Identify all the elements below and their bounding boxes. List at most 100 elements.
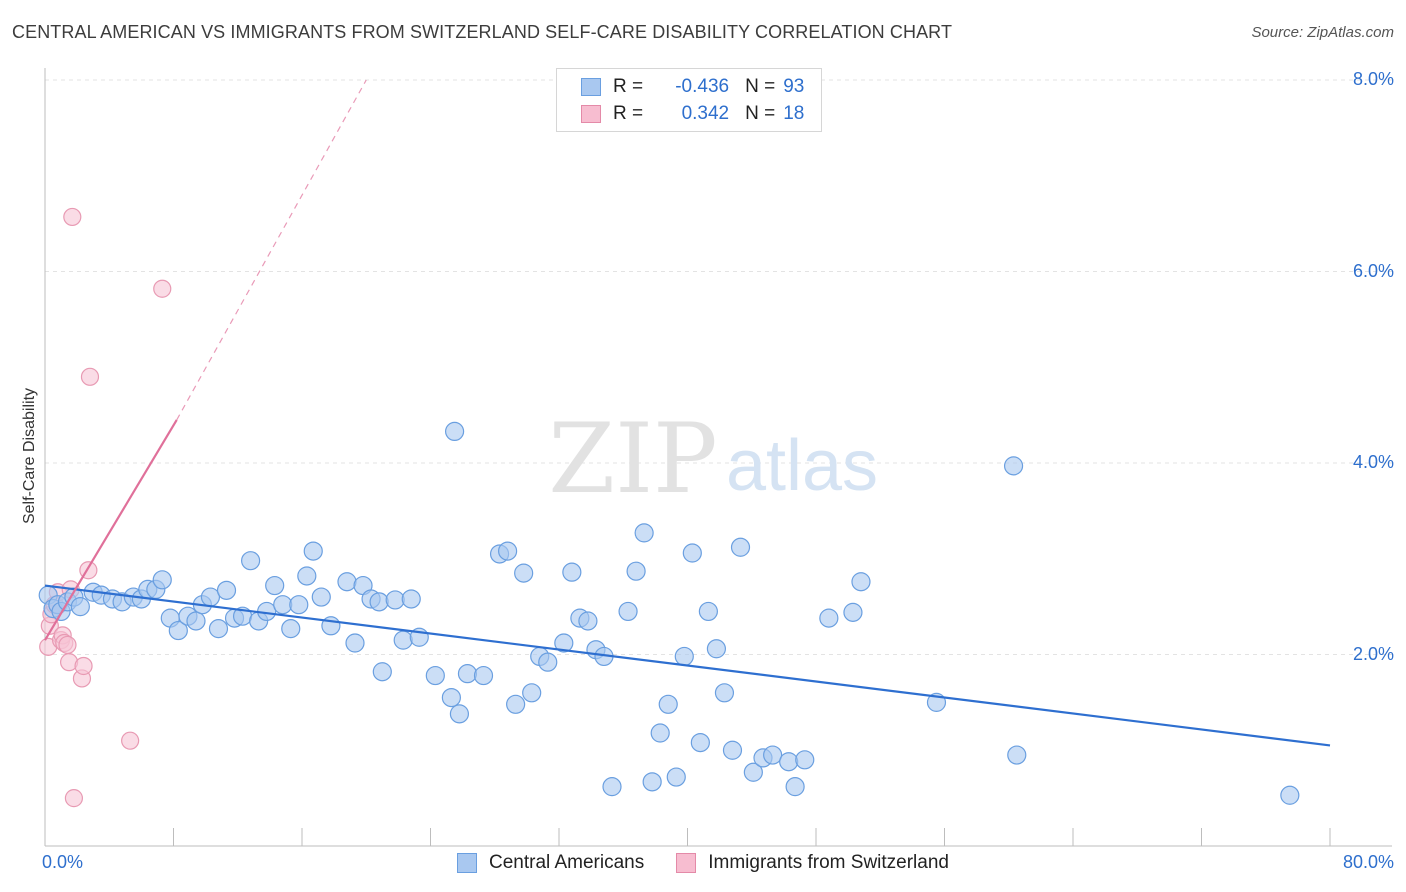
data-point-central-americans <box>186 611 206 631</box>
legend-n-value: 18 <box>783 103 805 124</box>
watermark: ZIP atlas <box>548 403 878 515</box>
legend-r-value: -0.436 <box>675 76 730 97</box>
data-point-central-americans <box>425 665 445 686</box>
data-point-central-americans <box>666 767 686 787</box>
data-point-central-americans <box>843 602 863 622</box>
data-point-central-americans <box>562 562 582 582</box>
data-point-central-americans <box>449 704 470 724</box>
legend-label: Immigrants from Switzerland <box>708 852 949 873</box>
correlation-legend: R = -0.436 N = 93 R = 0.342 N = 18 <box>556 68 822 132</box>
data-point-central-americans <box>650 723 670 743</box>
data-point-central-americans <box>819 608 839 628</box>
data-point-central-americans <box>152 570 172 590</box>
data-point-switzerland <box>153 279 172 298</box>
data-point-switzerland <box>63 207 82 227</box>
data-point-central-americans <box>216 580 237 600</box>
trendline-switzerland-extension <box>176 79 367 421</box>
data-point-central-americans <box>401 589 421 609</box>
legend-row-central-americans: R = -0.436 N = 93 <box>581 75 804 99</box>
legend-swatch-blue <box>581 78 601 96</box>
legend-item-switzerland: Immigrants from Switzerland <box>676 852 949 874</box>
data-point-central-americans <box>1280 785 1300 805</box>
y-tick-label: 4.0% <box>1352 452 1394 472</box>
data-point-central-americans <box>208 619 229 639</box>
data-point-central-americans <box>345 633 365 653</box>
data-point-central-americans <box>642 772 662 792</box>
y-tick-label: 8.0% <box>1352 69 1394 89</box>
legend-swatch-pink <box>676 853 697 873</box>
data-point-central-americans <box>785 777 805 797</box>
data-point-central-americans <box>281 619 301 639</box>
data-point-central-americans <box>618 601 638 622</box>
data-point-switzerland <box>121 731 140 750</box>
data-point-central-americans <box>714 683 735 703</box>
axes <box>44 68 1392 847</box>
data-point-central-americans <box>626 561 646 581</box>
data-point-central-americans <box>369 592 389 612</box>
data-point-central-americans <box>514 563 534 583</box>
series-legend: Central Americans Immigrants from Switze… <box>0 852 1406 874</box>
y-tick-label: 6.0% <box>1352 260 1394 281</box>
data-point-central-americans <box>498 541 518 561</box>
legend-item-central-americans: Central Americans <box>457 852 644 874</box>
data-point-central-americans <box>795 750 815 770</box>
data-point-central-americans <box>743 762 763 782</box>
legend-swatch-blue <box>457 853 478 873</box>
data-point-central-americans <box>289 595 309 615</box>
data-point-central-americans <box>393 630 413 650</box>
legend-swatch-pink <box>581 105 601 123</box>
data-point-central-americans <box>698 601 718 622</box>
data-point-central-americans <box>337 572 357 592</box>
legend-n-label: N = <box>745 76 776 97</box>
source-label: Source: ZipAtlas.com <box>1251 24 1394 41</box>
data-point-central-americans <box>538 652 558 672</box>
data-point-central-americans <box>1007 745 1027 765</box>
watermark-zip: ZIP <box>548 403 717 515</box>
data-point-central-americans <box>730 537 751 557</box>
data-point-central-americans <box>682 543 702 563</box>
data-point-central-americans <box>554 633 574 653</box>
legend-r-value: 0.342 <box>681 103 730 124</box>
data-point-central-americans <box>297 566 317 586</box>
chart-title: CENTRAL AMERICAN VS IMMIGRANTS FROM SWIT… <box>12 22 953 42</box>
watermark-atlas: atlas <box>726 426 878 506</box>
legend-row-switzerland: R = 0.342 N = 18 <box>581 102 804 126</box>
data-point-central-americans <box>457 664 478 684</box>
trendline-switzerland <box>44 419 178 641</box>
data-point-switzerland <box>58 635 77 655</box>
data-point-central-americans <box>385 590 405 610</box>
series-central-americans <box>38 421 1300 805</box>
data-point-central-americans <box>722 740 743 760</box>
data-point-central-americans <box>522 683 542 703</box>
legend-n-value: 93 <box>783 76 805 97</box>
data-point-central-americans <box>763 745 783 765</box>
data-point-central-americans <box>70 597 90 617</box>
data-point-central-americans <box>674 646 694 667</box>
data-point-central-americans <box>311 587 331 607</box>
data-point-central-americans <box>690 732 710 753</box>
data-point-central-americans <box>779 752 799 772</box>
data-point-central-americans <box>851 572 871 592</box>
data-point-central-americans <box>1003 456 1024 476</box>
data-point-central-americans <box>578 611 598 631</box>
data-point-central-americans <box>273 595 293 615</box>
y-axis-label: Self-Care Disability <box>21 387 38 525</box>
data-point-switzerland <box>74 656 93 676</box>
y-tick-label: 2.0% <box>1352 643 1394 664</box>
data-point-central-americans <box>241 551 261 571</box>
data-point-central-americans <box>634 523 654 543</box>
data-point-central-americans <box>658 694 678 714</box>
data-point-central-americans <box>372 662 392 682</box>
legend-r-label: R = <box>613 76 644 97</box>
data-point-central-americans <box>706 639 727 659</box>
trendlines <box>44 79 1331 747</box>
data-point-central-americans <box>473 665 494 686</box>
x-tick-label-max: 80.0% <box>1342 852 1394 872</box>
data-point-switzerland <box>64 789 84 808</box>
data-point-switzerland <box>80 367 100 386</box>
trendline-central-americans <box>44 584 1331 747</box>
data-point-central-americans <box>444 421 465 442</box>
legend-label: Central Americans <box>489 852 645 873</box>
legend-r-label: R = <box>613 103 644 124</box>
